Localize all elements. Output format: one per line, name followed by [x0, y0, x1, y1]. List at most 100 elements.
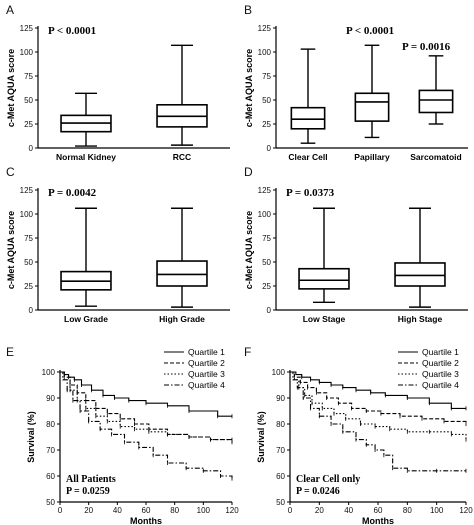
panel-letter-d: D — [244, 165, 253, 179]
y-tick-label: 0 — [29, 144, 34, 153]
y-axis-label: c-Met AQUA score — [6, 211, 16, 289]
x-axis-label: Months — [130, 516, 162, 525]
box-clear-cell — [290, 48, 326, 144]
group-annotation: All Patients — [66, 474, 116, 485]
box-iqr — [156, 260, 208, 287]
x-tick-label: 100 — [430, 506, 444, 515]
y-tick-label: 50 — [262, 96, 271, 105]
p-value-annotation: P = 0.0016 — [402, 41, 451, 53]
panel-letter-c: C — [6, 165, 15, 179]
category-label: Clear Cell — [288, 152, 327, 162]
x-tick-label: 20 — [84, 506, 93, 515]
y-tick-label: 0 — [267, 144, 272, 153]
category-label: Low Stage — [303, 314, 346, 324]
y-tick-label: 25 — [262, 120, 271, 129]
panel-letter-f: F — [244, 345, 251, 359]
category-label: RCC — [173, 152, 191, 162]
y-tick-label: 25 — [24, 120, 33, 129]
y-tick-label: 125 — [20, 186, 34, 195]
box-papillary — [354, 44, 390, 139]
y-tick-label: 125 — [258, 186, 272, 195]
survival-curve-quartile-4 — [60, 371, 233, 479]
box-iqr — [354, 92, 390, 122]
legend-label: Quartile 2 — [422, 358, 459, 368]
y-tick-label: 125 — [258, 24, 272, 33]
survival-curve-quartile-2 — [60, 371, 232, 441]
y-tick-label: 90 — [46, 394, 55, 403]
y-tick-label: 125 — [20, 24, 34, 33]
category-label: Papillary — [354, 152, 390, 162]
x-tick-label: 120 — [225, 506, 239, 515]
y-tick-label: 75 — [24, 72, 33, 81]
category-label: Sarcomatoid — [410, 152, 462, 162]
x-tick-label: 60 — [374, 506, 383, 515]
y-tick-label: 100 — [20, 210, 34, 219]
box-iqr — [394, 262, 446, 287]
y-tick-label: 75 — [24, 234, 33, 243]
y-tick-label: 60 — [46, 472, 55, 481]
y-tick-label: 100 — [258, 48, 272, 57]
y-tick-label: 100 — [20, 48, 34, 57]
y-tick-label: 0 — [29, 306, 34, 315]
y-axis-label: c-Met AQUA score — [6, 49, 16, 127]
y-tick-label: 70 — [276, 446, 285, 455]
box-rcc — [156, 44, 208, 146]
p-value-annotation: P < 0.0001 — [346, 25, 394, 37]
y-tick-label: 25 — [262, 282, 271, 291]
box-high-grade — [156, 207, 208, 308]
y-tick-label: 80 — [46, 420, 55, 429]
y-tick-label: 60 — [276, 472, 285, 481]
y-tick-label: 25 — [24, 282, 33, 291]
legend-label: Quartile 4 — [422, 380, 459, 390]
panel-letter-b: B — [244, 3, 252, 17]
y-axis-label: c-Met AQUA score — [244, 211, 254, 289]
box-low-grade — [60, 207, 112, 307]
x-tick-label: 60 — [142, 506, 151, 515]
panel-letter-a: A — [6, 3, 14, 17]
y-tick-label: 0 — [267, 306, 272, 315]
y-tick-label: 100 — [272, 368, 286, 377]
p-value-annotation: P = 0.0042 — [48, 187, 97, 199]
y-tick-label: 50 — [262, 258, 271, 267]
x-tick-label: 20 — [315, 506, 324, 515]
p-value-annotation: P < 0.0001 — [48, 25, 96, 37]
y-tick-label: 50 — [24, 96, 33, 105]
y-tick-label: 100 — [258, 210, 272, 219]
y-axis-label: c-Met AQUA score — [244, 49, 254, 127]
box-iqr — [418, 89, 454, 114]
y-tick-label: 100 — [42, 368, 56, 377]
x-tick-label: 80 — [170, 506, 179, 515]
x-tick-label: 0 — [58, 506, 63, 515]
legend-label: Quartile 3 — [422, 369, 459, 379]
y-tick-label: 70 — [46, 446, 55, 455]
x-tick-label: 40 — [344, 506, 353, 515]
p-value-annotation: P = 0.0246 — [296, 486, 340, 497]
box-normal-kidney — [60, 92, 112, 147]
legend-label: Quartile 4 — [188, 380, 225, 390]
y-axis-label: Survival (%) — [26, 411, 36, 463]
x-tick-label: 120 — [459, 506, 473, 515]
y-axis-label: Survival (%) — [256, 411, 266, 463]
p-value-annotation: P = 0.0259 — [66, 486, 110, 497]
legend-label: Quartile 1 — [422, 347, 459, 357]
category-label: High Stage — [398, 314, 443, 324]
x-tick-label: 0 — [288, 506, 293, 515]
p-value-annotation: P = 0.0373 — [286, 187, 335, 199]
box-iqr — [290, 106, 326, 130]
category-label: High Grade — [159, 314, 205, 324]
box-sarcomatoid — [418, 55, 454, 125]
x-tick-label: 40 — [113, 506, 122, 515]
y-tick-label: 80 — [276, 420, 285, 429]
x-tick-label: 80 — [403, 506, 412, 515]
category-label: Normal Kidney — [56, 152, 116, 162]
category-label: Low Grade — [64, 314, 108, 324]
legend-label: Quartile 1 — [188, 347, 225, 357]
x-axis-label: Months — [362, 516, 394, 525]
y-tick-label: 50 — [46, 498, 55, 507]
box-high-stage — [394, 207, 446, 308]
group-annotation: Clear Cell only — [296, 474, 360, 485]
y-tick-label: 50 — [276, 498, 285, 507]
survival-curve-quartile-1 — [290, 371, 466, 409]
y-tick-label: 75 — [262, 72, 271, 81]
